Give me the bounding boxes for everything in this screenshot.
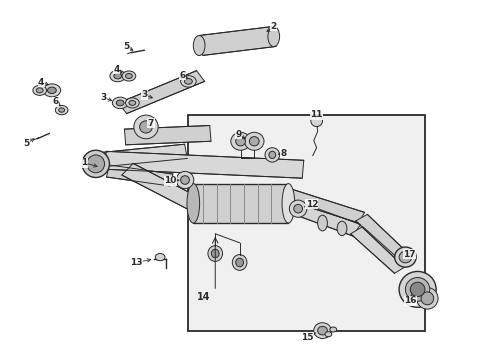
Text: 2: 2 [270, 22, 276, 31]
Ellipse shape [398, 251, 411, 263]
Circle shape [325, 332, 331, 337]
Text: 4: 4 [113, 65, 119, 74]
Ellipse shape [317, 326, 327, 335]
Text: 9: 9 [235, 130, 242, 139]
Ellipse shape [405, 278, 429, 301]
Text: 13: 13 [130, 258, 142, 267]
Ellipse shape [310, 115, 322, 127]
Circle shape [110, 70, 125, 82]
Circle shape [180, 76, 196, 87]
Circle shape [112, 97, 128, 109]
Circle shape [329, 327, 336, 332]
Ellipse shape [293, 204, 302, 213]
Circle shape [155, 253, 164, 261]
Ellipse shape [232, 255, 246, 270]
Text: 10: 10 [164, 176, 176, 185]
Polygon shape [104, 151, 303, 178]
Polygon shape [94, 144, 187, 167]
Text: 4: 4 [38, 78, 44, 87]
Polygon shape [118, 71, 204, 114]
Ellipse shape [134, 115, 158, 139]
Text: 6: 6 [179, 71, 185, 80]
Text: 1: 1 [81, 158, 87, 167]
Text: 8: 8 [280, 149, 286, 158]
Text: 5: 5 [23, 139, 30, 148]
Circle shape [125, 98, 139, 108]
Circle shape [184, 78, 192, 84]
Ellipse shape [267, 27, 279, 46]
Ellipse shape [394, 247, 415, 267]
Polygon shape [355, 214, 408, 260]
Ellipse shape [230, 132, 250, 150]
Text: 5: 5 [122, 42, 129, 51]
Text: 3: 3 [141, 90, 147, 99]
Ellipse shape [398, 271, 435, 307]
Polygon shape [284, 199, 360, 236]
Polygon shape [350, 226, 406, 273]
Circle shape [47, 87, 56, 94]
Ellipse shape [249, 136, 259, 146]
Ellipse shape [264, 148, 279, 162]
Ellipse shape [409, 282, 424, 297]
Polygon shape [122, 163, 199, 209]
Ellipse shape [87, 155, 104, 173]
Ellipse shape [140, 121, 152, 133]
Ellipse shape [207, 246, 222, 261]
Circle shape [55, 105, 68, 115]
Circle shape [122, 71, 136, 81]
Ellipse shape [420, 292, 433, 305]
Text: 16: 16 [403, 296, 416, 305]
Circle shape [114, 73, 122, 79]
Text: 15: 15 [300, 333, 312, 342]
Circle shape [33, 85, 46, 95]
Circle shape [129, 100, 136, 105]
Text: 12: 12 [305, 200, 317, 209]
Polygon shape [198, 27, 275, 55]
Text: 17: 17 [402, 250, 415, 259]
Circle shape [125, 73, 132, 78]
Circle shape [116, 100, 124, 106]
Bar [188, 116, 424, 330]
Ellipse shape [180, 176, 189, 184]
Ellipse shape [235, 136, 245, 146]
Text: 7: 7 [147, 119, 154, 128]
Ellipse shape [282, 184, 294, 223]
Circle shape [59, 108, 64, 112]
Polygon shape [106, 165, 173, 186]
Ellipse shape [176, 171, 193, 189]
Ellipse shape [336, 221, 346, 235]
Polygon shape [285, 189, 364, 223]
Ellipse shape [235, 258, 243, 267]
Circle shape [36, 88, 43, 93]
Ellipse shape [268, 151, 275, 158]
Text: 11: 11 [310, 110, 322, 119]
Ellipse shape [317, 215, 327, 231]
Bar [193, 184, 288, 223]
Ellipse shape [211, 249, 219, 258]
Ellipse shape [186, 184, 199, 223]
Text: 14: 14 [197, 292, 210, 302]
Ellipse shape [289, 200, 306, 217]
Text: 6: 6 [53, 97, 59, 106]
Circle shape [43, 84, 61, 97]
Ellipse shape [244, 132, 264, 150]
Text: 3: 3 [100, 93, 106, 102]
Ellipse shape [416, 288, 437, 309]
Ellipse shape [313, 323, 330, 338]
Polygon shape [124, 126, 210, 145]
Ellipse shape [193, 36, 204, 55]
Ellipse shape [82, 150, 109, 177]
